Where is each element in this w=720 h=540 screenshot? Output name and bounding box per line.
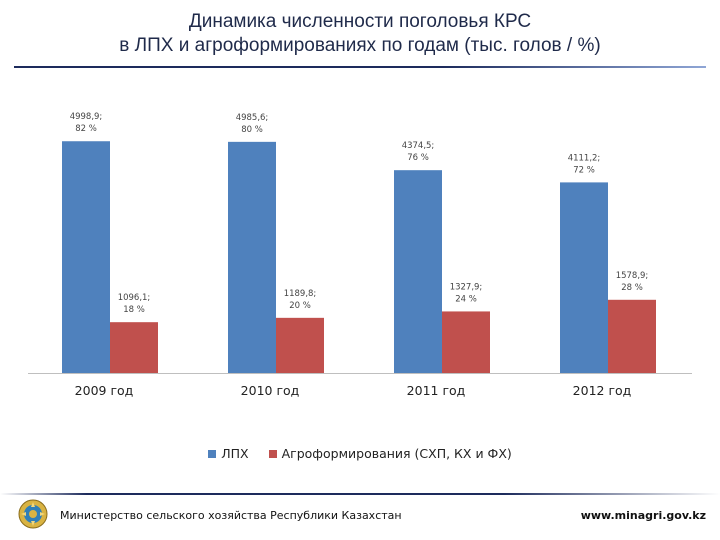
bar-agro-3 xyxy=(442,311,490,373)
data-label-value: 1096,1; xyxy=(118,293,151,303)
chart-title: Динамика численности поголовья КРС в ЛПХ… xyxy=(0,10,720,58)
title-divider xyxy=(14,66,706,68)
data-label-percent: 82 % xyxy=(75,124,97,134)
bar-agro-4 xyxy=(608,299,656,373)
data-label-value: 4985,6; xyxy=(236,113,269,123)
footer-divider xyxy=(0,493,720,495)
data-label-percent: 24 % xyxy=(455,294,477,304)
data-label-percent: 20 % xyxy=(289,301,311,311)
bar-chart: 4998,9; 82 % 1096,1; 18 % 2009 год 4985,6; 80 … xyxy=(28,112,692,398)
data-label-percent: 18 % xyxy=(123,305,145,315)
data-label-percent: 72 % xyxy=(573,165,595,175)
x-tick-label: 2012 год xyxy=(573,383,632,398)
chart-title-line1: Динамика численности поголовья КРС xyxy=(188,11,532,32)
data-label-value: 1189,8; xyxy=(284,289,317,299)
bar-lph-3 xyxy=(394,170,442,373)
chart-title-line2: в ЛПХ и агроформированиях по годам (тыс.… xyxy=(119,35,601,56)
bar-lph-1 xyxy=(62,141,110,373)
data-label-value: 1327,9; xyxy=(450,282,483,292)
data-label-percent: 80 % xyxy=(241,125,263,135)
legend-item-agro: Агроформирования (СХП, КХ и ФХ) xyxy=(268,446,512,461)
data-label-value: 1578,9; xyxy=(616,271,649,281)
legend-swatch-lph xyxy=(208,449,217,458)
legend-item-lph: ЛПХ xyxy=(208,446,249,461)
bar-agro-2 xyxy=(276,317,324,373)
data-label-percent: 76 % xyxy=(407,153,429,163)
legend-label-lph: ЛПХ xyxy=(221,446,249,461)
data-label-value: 4998,9; xyxy=(70,112,103,122)
x-tick-label: 2009 год xyxy=(75,383,134,398)
website-link[interactable]: www.minagri.gov.kz xyxy=(580,509,706,522)
bar-lph-2 xyxy=(228,141,276,373)
data-label-value: 4111,2; xyxy=(568,153,601,163)
legend-swatch-agro xyxy=(268,449,277,458)
kazakhstan-emblem-icon xyxy=(18,499,48,529)
x-tick-label: 2011 год xyxy=(407,383,466,398)
data-label-value: 4374,5; xyxy=(402,141,435,151)
chart-legend: ЛПХ Агроформирования (СХП, КХ и ФХ) xyxy=(0,446,720,461)
bar-lph-4 xyxy=(560,182,608,373)
legend-label-agro: Агроформирования (СХП, КХ и ФХ) xyxy=(281,446,512,461)
bar-agro-1 xyxy=(110,322,158,373)
x-tick-label: 2010 год xyxy=(241,383,300,398)
ministry-name: Министерство сельского хозяйства Республ… xyxy=(60,509,402,522)
data-label-percent: 28 % xyxy=(621,283,643,293)
